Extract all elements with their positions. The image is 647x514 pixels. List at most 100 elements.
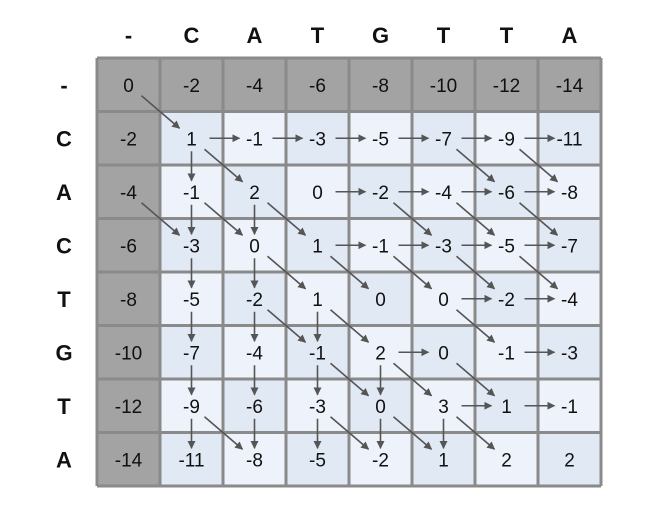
traceback-arrow-diagonal (203, 416, 244, 450)
sequence-headers: - C A T G T T A - C A C T G T A (55, 23, 577, 472)
matrix-value: -10 (430, 76, 457, 97)
matrix-value: 1 (438, 450, 449, 471)
matrix-value: -6 (498, 183, 515, 204)
matrix-value: -5 (372, 129, 389, 150)
column-header: - (125, 23, 132, 48)
matrix-cell (538, 432, 601, 486)
matrix-value: -4 (435, 183, 452, 204)
traceback-arrow-diagonal (455, 362, 496, 397)
matrix-value: -2 (246, 290, 263, 311)
matrix-value: -5 (498, 236, 515, 257)
matrix-value: -3 (561, 343, 578, 364)
column-header: T (437, 23, 451, 48)
traceback-arrow-diagonal (518, 202, 559, 236)
column-header: C (184, 23, 200, 48)
row-header: T (57, 394, 71, 419)
matrix-values: 0 -2 -4 -6 -8 -10 -12 -14-2 1 -1 -3 -5 -7 -9 -11-4 -1 2 0… (115, 76, 584, 472)
matrix-value: -9 (498, 129, 515, 150)
matrix-value: -2 (372, 183, 389, 204)
matrix-cell (97, 272, 160, 326)
traceback-arrow-diagonal (266, 255, 307, 290)
matrix-value: 0 (438, 343, 449, 364)
matrix-value: -7 (561, 236, 578, 257)
matrix-value: -2 (372, 450, 389, 471)
row-header: T (57, 287, 71, 312)
matrix-value: -5 (309, 450, 326, 471)
matrix-value: -1 (183, 183, 200, 204)
matrix-value: 0 (375, 290, 386, 311)
matrix-value: 1 (312, 236, 323, 257)
matrix-value: -14 (115, 450, 143, 471)
matrix-value: 1 (501, 397, 512, 418)
matrix-value: -8 (372, 76, 389, 97)
row-header: C (56, 233, 72, 258)
traceback-arrow-diagonal (518, 148, 559, 183)
matrix-value: -7 (183, 343, 200, 364)
traceback-arrow-diagonal (392, 202, 433, 236)
matrix-value: -4 (246, 76, 263, 97)
row-header: C (56, 126, 72, 151)
matrix-value: 2 (249, 183, 260, 204)
matrix-cell (538, 58, 601, 112)
traceback-arrow-diagonal (140, 202, 181, 236)
column-header: A (562, 23, 578, 48)
matrix-cell (97, 218, 160, 272)
matrix-cell (160, 58, 223, 112)
matrix-value: -12 (115, 397, 142, 418)
matrix-value: -2 (183, 76, 200, 97)
matrix-value: 0 (123, 76, 134, 97)
matrix-value: 1 (312, 290, 323, 311)
traceback-arrow-diagonal (392, 255, 433, 290)
matrix-value: 2 (501, 450, 512, 471)
traceback-arrows (140, 95, 559, 450)
matrix-cell (412, 58, 475, 112)
matrix-cell (97, 432, 160, 486)
matrix-cell (286, 58, 349, 112)
matrix-value: 2 (375, 343, 386, 364)
matrix-value: 0 (438, 290, 449, 311)
matrix-value: -8 (246, 450, 263, 471)
matrix-value: -4 (246, 343, 263, 364)
row-header: G (55, 340, 72, 365)
traceback-arrow-diagonal (455, 202, 496, 236)
traceback-arrow-diagonal (392, 416, 433, 450)
traceback-arrow-diagonal (266, 309, 307, 343)
matrix-value: -8 (561, 183, 578, 204)
traceback-arrow-diagonal (329, 362, 370, 397)
matrix-value: -1 (372, 236, 389, 257)
matrix-value: -14 (556, 76, 584, 97)
matrix-value: -6 (246, 397, 263, 418)
matrix-value: -6 (120, 236, 137, 257)
matrix-cell (97, 111, 160, 165)
traceback-arrow-diagonal (203, 148, 244, 183)
matrix-value: -3 (309, 397, 326, 418)
traceback-arrow-diagonal (455, 255, 496, 290)
traceback-arrow-diagonal (203, 202, 244, 236)
matrix-value: -1 (561, 397, 578, 418)
matrix-value: -2 (120, 129, 137, 150)
matrix-value: 3 (438, 397, 449, 418)
matrix-cell (97, 325, 160, 379)
matrix-value: -1 (309, 343, 326, 364)
matrix-value: 0 (375, 397, 386, 418)
matrix-value: -1 (498, 343, 515, 364)
matrix-cell (475, 58, 538, 112)
matrix-value: -5 (183, 290, 200, 311)
matrix-cell (97, 379, 160, 433)
matrix-cell (223, 58, 286, 112)
traceback-arrow-diagonal (455, 148, 496, 183)
traceback-arrow-diagonal (518, 255, 559, 290)
matrix-value: -4 (120, 183, 137, 204)
row-header: A (56, 447, 72, 472)
traceback-arrow-diagonal (329, 255, 370, 290)
matrix-value: -2 (498, 290, 515, 311)
traceback-arrow-diagonal (392, 362, 433, 397)
matrix-value: -1 (246, 129, 263, 150)
row-header: A (56, 180, 72, 205)
traceback-arrow-diagonal (455, 309, 496, 343)
matrix-value: 2 (564, 450, 575, 471)
matrix-value: 1 (186, 129, 197, 150)
column-header: G (372, 23, 389, 48)
column-header: T (500, 23, 514, 48)
